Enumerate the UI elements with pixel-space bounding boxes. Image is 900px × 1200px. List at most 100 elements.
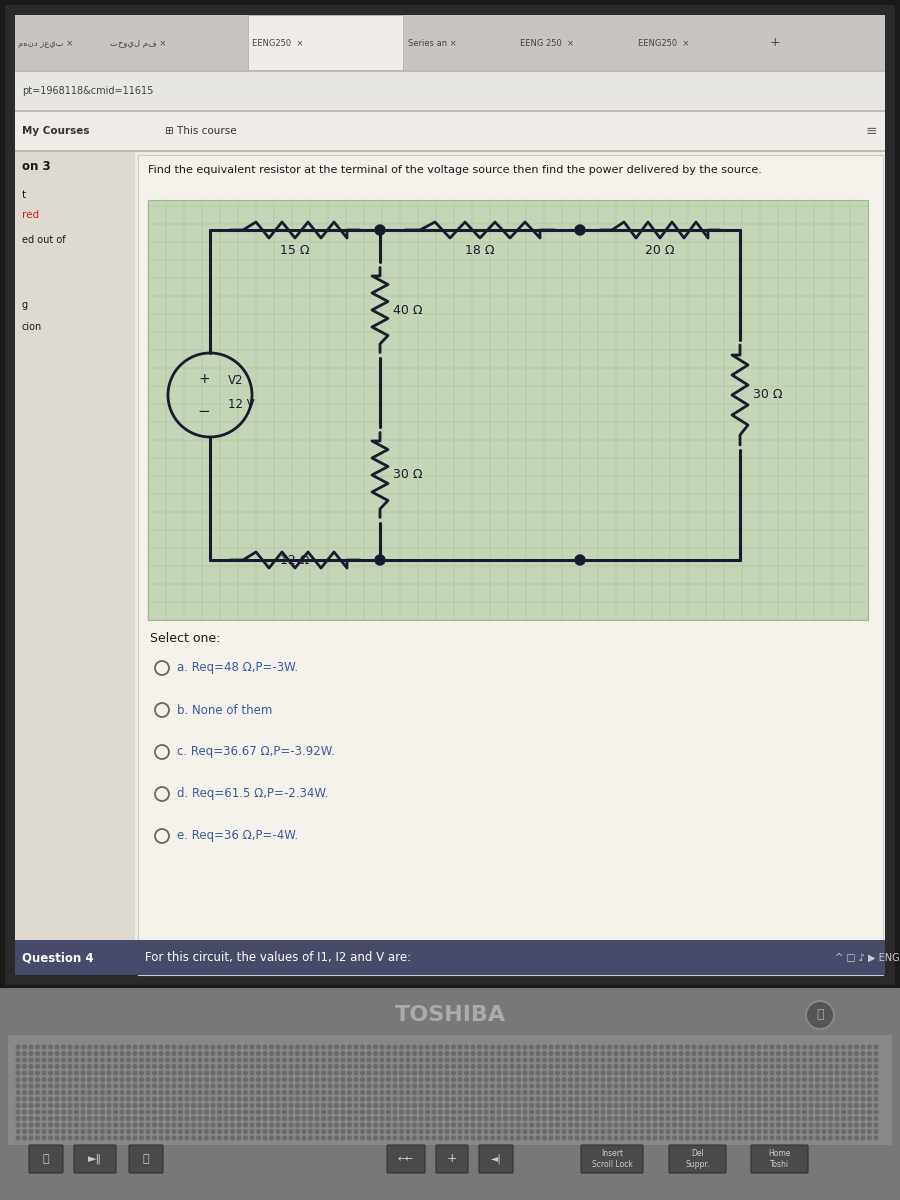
Circle shape — [510, 1064, 514, 1068]
Circle shape — [809, 1058, 813, 1062]
Circle shape — [472, 1064, 475, 1068]
Circle shape — [438, 1045, 442, 1049]
Circle shape — [244, 1136, 248, 1140]
Circle shape — [543, 1072, 546, 1075]
Circle shape — [230, 1104, 234, 1108]
Circle shape — [770, 1045, 774, 1049]
Circle shape — [380, 1085, 383, 1087]
Circle shape — [581, 1091, 585, 1094]
Circle shape — [55, 1123, 58, 1127]
Circle shape — [757, 1045, 760, 1049]
Circle shape — [172, 1123, 176, 1127]
Circle shape — [575, 1136, 579, 1140]
Circle shape — [204, 1123, 208, 1127]
Circle shape — [666, 1123, 670, 1127]
Circle shape — [380, 1129, 383, 1133]
Circle shape — [387, 1097, 391, 1100]
Circle shape — [218, 1051, 221, 1055]
Circle shape — [757, 1136, 760, 1140]
Circle shape — [218, 1085, 221, 1087]
Circle shape — [718, 1045, 722, 1049]
Circle shape — [374, 1110, 377, 1114]
Circle shape — [634, 1097, 637, 1100]
Circle shape — [680, 1097, 683, 1100]
Circle shape — [133, 1110, 137, 1114]
Circle shape — [133, 1051, 137, 1055]
Circle shape — [380, 1064, 383, 1068]
Circle shape — [309, 1091, 312, 1094]
Circle shape — [815, 1136, 819, 1140]
Circle shape — [738, 1097, 742, 1100]
Circle shape — [179, 1045, 183, 1049]
Circle shape — [426, 1045, 429, 1049]
Circle shape — [666, 1136, 670, 1140]
Circle shape — [230, 1085, 234, 1087]
Circle shape — [270, 1064, 274, 1068]
Circle shape — [367, 1051, 371, 1055]
Circle shape — [458, 1110, 462, 1114]
Circle shape — [589, 1117, 592, 1121]
Circle shape — [764, 1104, 768, 1108]
Circle shape — [562, 1051, 566, 1055]
Circle shape — [718, 1110, 722, 1114]
Text: 20 Ω: 20 Ω — [645, 244, 675, 257]
Circle shape — [614, 1058, 617, 1062]
Circle shape — [192, 1051, 195, 1055]
Circle shape — [355, 1123, 358, 1127]
Circle shape — [823, 1097, 826, 1100]
Circle shape — [426, 1058, 429, 1062]
Circle shape — [783, 1123, 787, 1127]
Text: My Courses: My Courses — [22, 126, 89, 136]
Circle shape — [283, 1129, 286, 1133]
Circle shape — [835, 1064, 839, 1068]
Circle shape — [380, 1072, 383, 1075]
Circle shape — [185, 1129, 189, 1133]
Circle shape — [400, 1051, 403, 1055]
Circle shape — [238, 1045, 241, 1049]
Circle shape — [36, 1058, 40, 1062]
Circle shape — [835, 1045, 839, 1049]
Circle shape — [718, 1129, 722, 1133]
Circle shape — [250, 1104, 254, 1108]
Circle shape — [855, 1058, 859, 1062]
Circle shape — [530, 1097, 534, 1100]
Circle shape — [107, 1045, 111, 1049]
Circle shape — [491, 1058, 494, 1062]
Circle shape — [472, 1072, 475, 1075]
Circle shape — [789, 1085, 793, 1087]
Circle shape — [809, 1104, 813, 1108]
Circle shape — [127, 1129, 130, 1133]
Circle shape — [738, 1072, 742, 1075]
Circle shape — [855, 1097, 859, 1100]
Circle shape — [212, 1045, 215, 1049]
Circle shape — [647, 1091, 651, 1094]
Circle shape — [166, 1091, 169, 1094]
Circle shape — [250, 1091, 254, 1094]
Circle shape — [42, 1129, 46, 1133]
Circle shape — [627, 1097, 631, 1100]
Circle shape — [335, 1078, 338, 1081]
Circle shape — [823, 1072, 826, 1075]
Circle shape — [230, 1091, 234, 1094]
Circle shape — [757, 1064, 760, 1068]
Circle shape — [555, 1136, 559, 1140]
Circle shape — [718, 1123, 722, 1127]
Circle shape — [698, 1058, 702, 1062]
Circle shape — [204, 1117, 208, 1121]
Circle shape — [328, 1129, 332, 1133]
Circle shape — [159, 1129, 163, 1133]
Circle shape — [133, 1136, 137, 1140]
Circle shape — [256, 1123, 260, 1127]
Circle shape — [113, 1117, 117, 1121]
Circle shape — [738, 1078, 742, 1081]
Circle shape — [302, 1072, 306, 1075]
Circle shape — [218, 1129, 221, 1133]
Circle shape — [107, 1058, 111, 1062]
Circle shape — [452, 1129, 455, 1133]
Circle shape — [744, 1117, 748, 1121]
Circle shape — [355, 1104, 358, 1108]
Circle shape — [595, 1136, 598, 1140]
Text: Find the equivalent resistor at the terminal of the voltage source then find the: Find the equivalent resistor at the term… — [148, 164, 762, 175]
Circle shape — [302, 1058, 306, 1062]
Circle shape — [276, 1117, 280, 1121]
